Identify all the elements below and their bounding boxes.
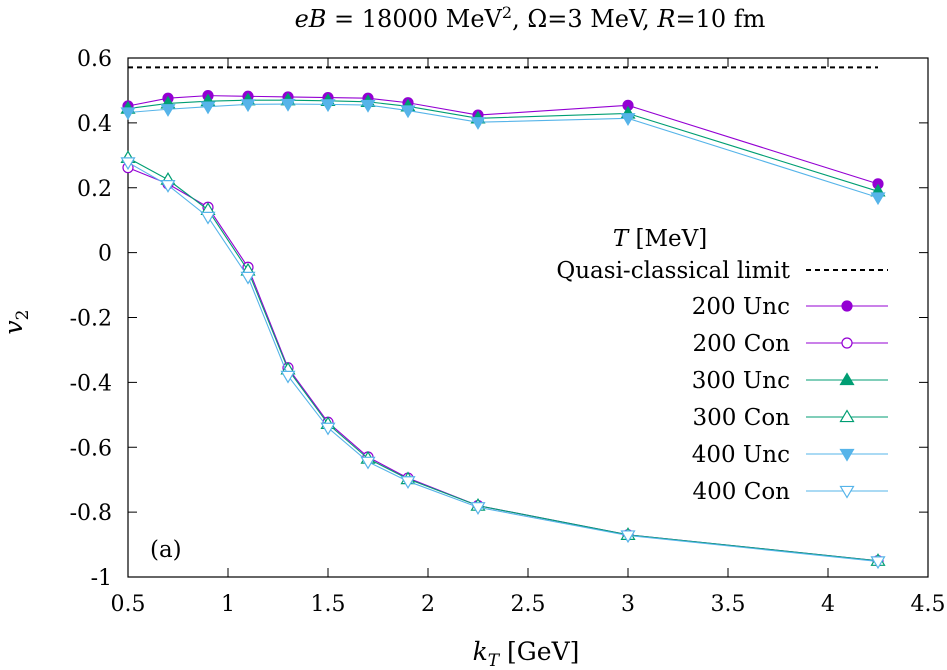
legend-item-200-con: 200 Con	[693, 331, 888, 357]
x-tick-label: 3.5	[711, 592, 746, 617]
axes: 0.5 1 1.5 2 2.5 3 3.5 4 4.5 -1 -0.8 -0.6 -0.4 -0.2 0 0.…	[70, 47, 946, 617]
legend-marker	[839, 448, 855, 462]
series-400-con	[120, 157, 886, 570]
data-point-400-con	[620, 530, 636, 544]
legend-label: 200 Con	[693, 331, 791, 357]
legend-item-300-con: 300 Con	[693, 405, 888, 431]
data-point-400-con	[280, 370, 296, 384]
x-tick-label: 3	[621, 592, 635, 617]
legend-title: T [MeV]	[613, 226, 707, 252]
x-tick-label: 0.5	[111, 592, 146, 617]
data-point-400-con	[200, 211, 216, 225]
y-tick-label: -0.4	[70, 371, 112, 396]
y-tick-label: 0.2	[77, 177, 112, 202]
data-point-400-unc	[870, 192, 886, 206]
y-tick-label: -1	[91, 566, 112, 591]
y-tick-label: 0	[98, 242, 112, 267]
series-300-unc	[120, 92, 886, 197]
data-point-400-unc	[120, 107, 136, 121]
data-point-400-unc	[280, 98, 296, 112]
data-point-400-con	[160, 180, 176, 193]
legend-marker	[841, 337, 853, 349]
legend-marker	[839, 409, 855, 423]
legend: T [MeV] Quasi-classical limit 200 Unc 200 C…	[556, 226, 888, 505]
x-tick-label: 1.5	[311, 592, 346, 617]
legend-item-400-con: 400 Con	[693, 479, 888, 505]
series-line-200-unc	[127, 95, 879, 185]
series-200-con	[122, 162, 884, 567]
x-tick-label: 1	[221, 592, 235, 617]
data-point-400-unc	[470, 117, 486, 130]
legend-marker	[841, 300, 853, 312]
series-400-unc	[120, 98, 886, 206]
x-tick-label: 2.5	[511, 592, 546, 617]
chart-title: eB = 18000 MeV2, Ω=3 MeV, R=10 fm	[295, 3, 766, 33]
legend-item-200-unc: 200 Unc	[692, 294, 888, 320]
legend-label: 200 Unc	[692, 294, 790, 320]
legend-marker	[839, 372, 855, 386]
x-axis-label: kT [GeV]	[473, 637, 580, 670]
data-point-400-con	[240, 271, 256, 285]
plot-area	[120, 66, 886, 570]
data-point-400-con	[400, 476, 416, 489]
data-point-400-unc	[240, 99, 256, 113]
data-point-400-con	[870, 556, 886, 570]
data-point-400-con	[470, 502, 486, 515]
data-point-400-con	[360, 456, 376, 470]
y-axis-label: v2	[0, 310, 33, 335]
panel-label: (a)	[150, 537, 182, 563]
data-point-400-unc	[200, 101, 216, 115]
data-point-400-unc	[320, 99, 336, 113]
data-point-400-unc	[400, 105, 416, 119]
x-tick-label: 4.5	[911, 592, 946, 617]
y-tick-label: 0.4	[77, 112, 112, 137]
x-tick-label: 2	[421, 592, 435, 617]
legend-label: 400 Con	[693, 479, 791, 505]
y-tick-label: -0.8	[70, 501, 112, 526]
data-point-400-con	[320, 422, 336, 436]
legend-item-300-unc: 300 Unc	[692, 368, 888, 394]
y-tick-label: -0.2	[70, 307, 112, 332]
legend-item-quasi-classical-limit: Quasi-classical limit	[556, 258, 888, 284]
series-line-400-unc	[127, 103, 879, 199]
legend-marker	[839, 485, 855, 499]
data-point-400-unc	[620, 113, 636, 127]
plot-frame	[127, 57, 929, 578]
x-tick-label: 4	[821, 592, 835, 617]
legend-label: 300 Con	[693, 405, 791, 431]
data-point-400-unc	[360, 99, 376, 113]
data-point-400-con	[120, 157, 136, 171]
data-point-400-unc	[160, 104, 176, 117]
legend-label: Quasi-classical limit	[556, 258, 790, 284]
legend-item-400-unc: 400 Unc	[692, 442, 888, 468]
y-tick-label: -0.6	[70, 436, 112, 461]
y-tick-label: 0.6	[77, 47, 112, 72]
legend-label: 300 Unc	[692, 368, 790, 394]
legend-label: 400 Unc	[692, 442, 790, 468]
